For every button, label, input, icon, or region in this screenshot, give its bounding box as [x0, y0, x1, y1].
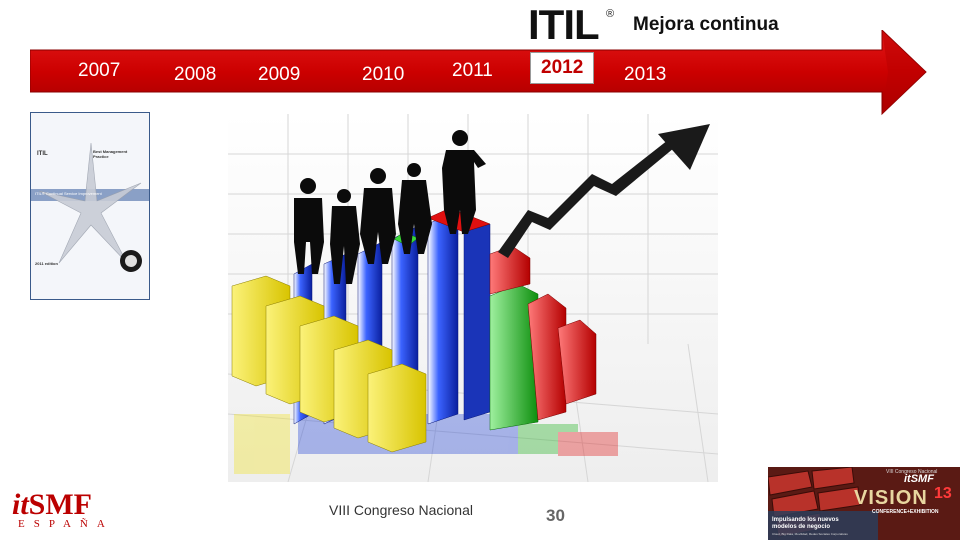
- slide-title: Mejora continua: [633, 14, 779, 35]
- itil-logo-text: ITIL: [528, 1, 600, 48]
- timeline-year-2011: 2011: [452, 60, 493, 81]
- arrow-shape: [29, 28, 927, 116]
- banner-subtitle: CONFERENCE+EXHIBITION: [872, 509, 939, 515]
- vision13-banner: VIII Congreso Nacional itSMF VISION 13 C…: [768, 467, 960, 540]
- timeline-year-2008: 2008: [174, 64, 217, 85]
- logo-it: it: [12, 488, 29, 521]
- growth-chart-illustration: [227, 114, 719, 483]
- timeline-year-2013: 2013: [624, 64, 667, 85]
- timeline-year-2010: 2010: [362, 64, 405, 85]
- banner-background: [768, 467, 960, 540]
- itsmf-espana-logo: itSMF ESPAÑA: [12, 488, 122, 534]
- banner-top-line: VIII Congreso Nacional: [886, 469, 938, 475]
- event-name: VIII Congreso Nacional: [329, 502, 473, 518]
- page-number: 30: [546, 506, 565, 525]
- itil-logo: ITIL ®: [526, 4, 626, 46]
- banner-tagline: Impulsando los nuevos modelos de negocio: [772, 517, 839, 530]
- growth-chart-with-people-icon: [227, 114, 719, 483]
- book-badge: Best Management Practice: [93, 149, 128, 159]
- book-edition: 2011 edition: [35, 261, 58, 266]
- banner-year: 13: [934, 485, 952, 502]
- logo-country: ESPAÑA: [18, 518, 114, 530]
- logo-smf: SMF: [28, 488, 92, 521]
- book-title: ITIL® Continual Service Improvement: [35, 191, 102, 196]
- timeline-year-2007: 2007: [78, 60, 121, 81]
- timeline-year-2009: 2009: [258, 64, 301, 85]
- itil-book-cover: ITIL Best Management Practice ITIL® Cont…: [30, 112, 150, 300]
- banner-topics: Cloud, Big Data, Movilidad, Redes Social…: [772, 532, 848, 536]
- timeline-year-2012-highlight: 2012: [530, 52, 595, 84]
- banner-title: VISION: [854, 487, 928, 509]
- registered-mark: ®: [606, 8, 615, 20]
- book-cover-art: [31, 113, 149, 299]
- banner-brand: itSMF: [904, 473, 934, 485]
- book-brand: ITIL: [37, 151, 48, 157]
- timeline-arrow: 2007 2008 2009 2010 2011 2012 2013: [29, 28, 930, 116]
